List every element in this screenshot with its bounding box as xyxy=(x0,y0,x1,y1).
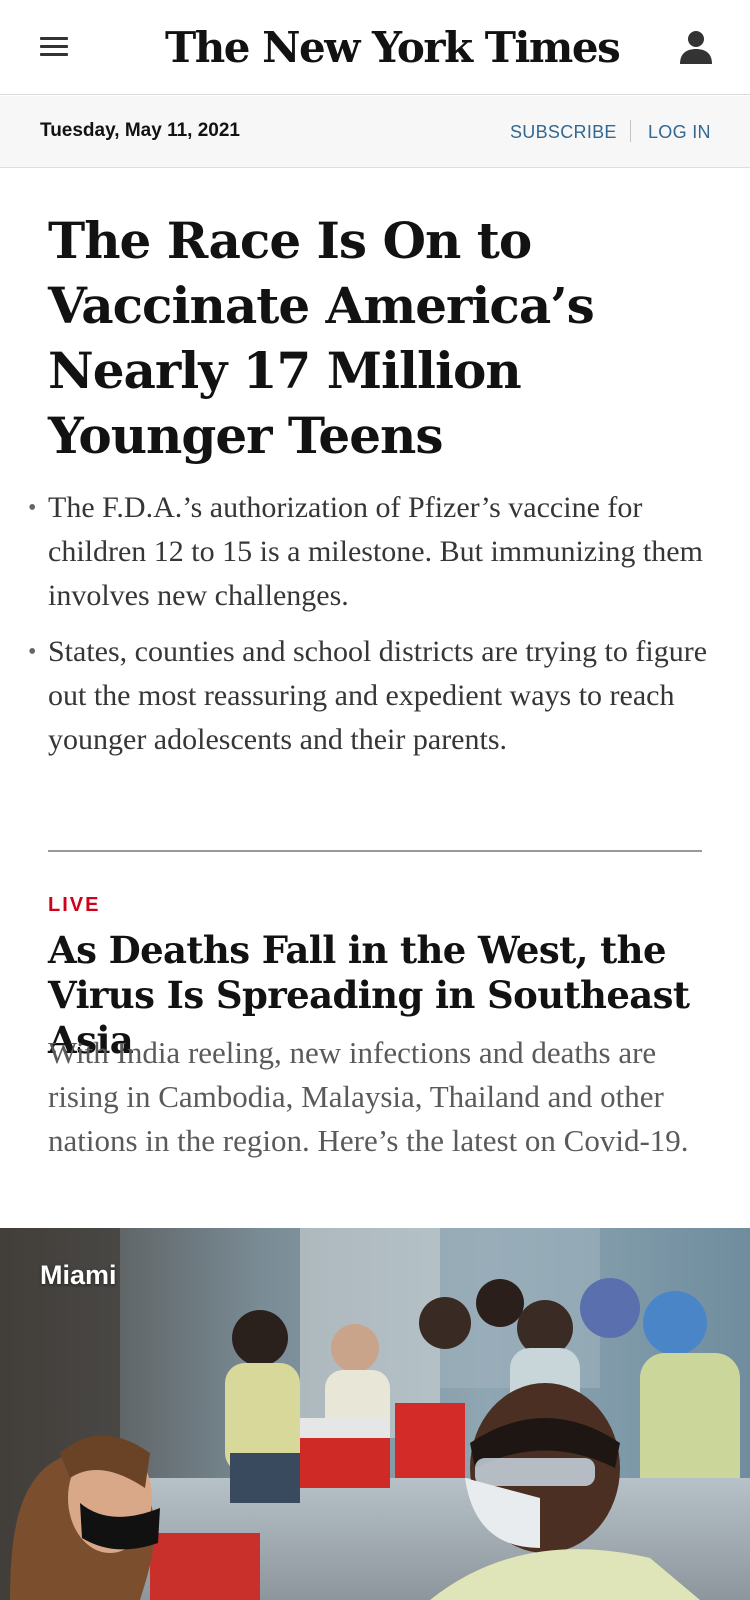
lead-headline[interactable]: The Race Is On to Vaccinate America’s Ne… xyxy=(48,211,595,465)
lead-summary-bullets: • The F.D.A.’s authorization of Pfizer’s… xyxy=(28,486,708,774)
photo-location-label: Miami xyxy=(40,1260,117,1290)
account-icon[interactable] xyxy=(676,28,716,68)
live-headline[interactable]: As Deaths Fall in the West, the Virus Is… xyxy=(48,928,690,1062)
summary-bullet-text: States, counties and school districts ar… xyxy=(48,635,708,756)
summary-bullet-text: The F.D.A.’s authorization of Pfizer’s v… xyxy=(48,491,703,612)
subscribe-link[interactable]: SUBSCRIBE xyxy=(510,122,617,142)
live-summary: With India reeling, new infections and d… xyxy=(48,1035,689,1158)
bullet-icon: • xyxy=(28,639,37,665)
story-photo[interactable]: Miami xyxy=(0,1228,750,1600)
live-kicker: LIVE xyxy=(48,894,101,916)
section-divider xyxy=(48,850,702,852)
vaccination-site-photo xyxy=(0,1228,750,1600)
top-navigation-bar: The New York Times xyxy=(0,0,750,95)
hamburger-menu-icon[interactable] xyxy=(38,34,70,60)
current-date: Tuesday, May 11, 2021 xyxy=(40,120,240,141)
summary-bullet: • States, counties and school districts … xyxy=(28,630,708,762)
login-link[interactable]: LOG IN xyxy=(648,122,711,142)
summary-bullet: • The F.D.A.’s authorization of Pfizer’s… xyxy=(28,486,708,618)
nyt-logo[interactable]: The New York Times xyxy=(165,23,621,72)
bullet-icon: • xyxy=(28,495,37,521)
link-divider xyxy=(630,120,631,142)
date-bar: Tuesday, May 11, 2021 SUBSCRIBE LOG IN xyxy=(0,96,750,168)
person-icon xyxy=(680,31,712,64)
